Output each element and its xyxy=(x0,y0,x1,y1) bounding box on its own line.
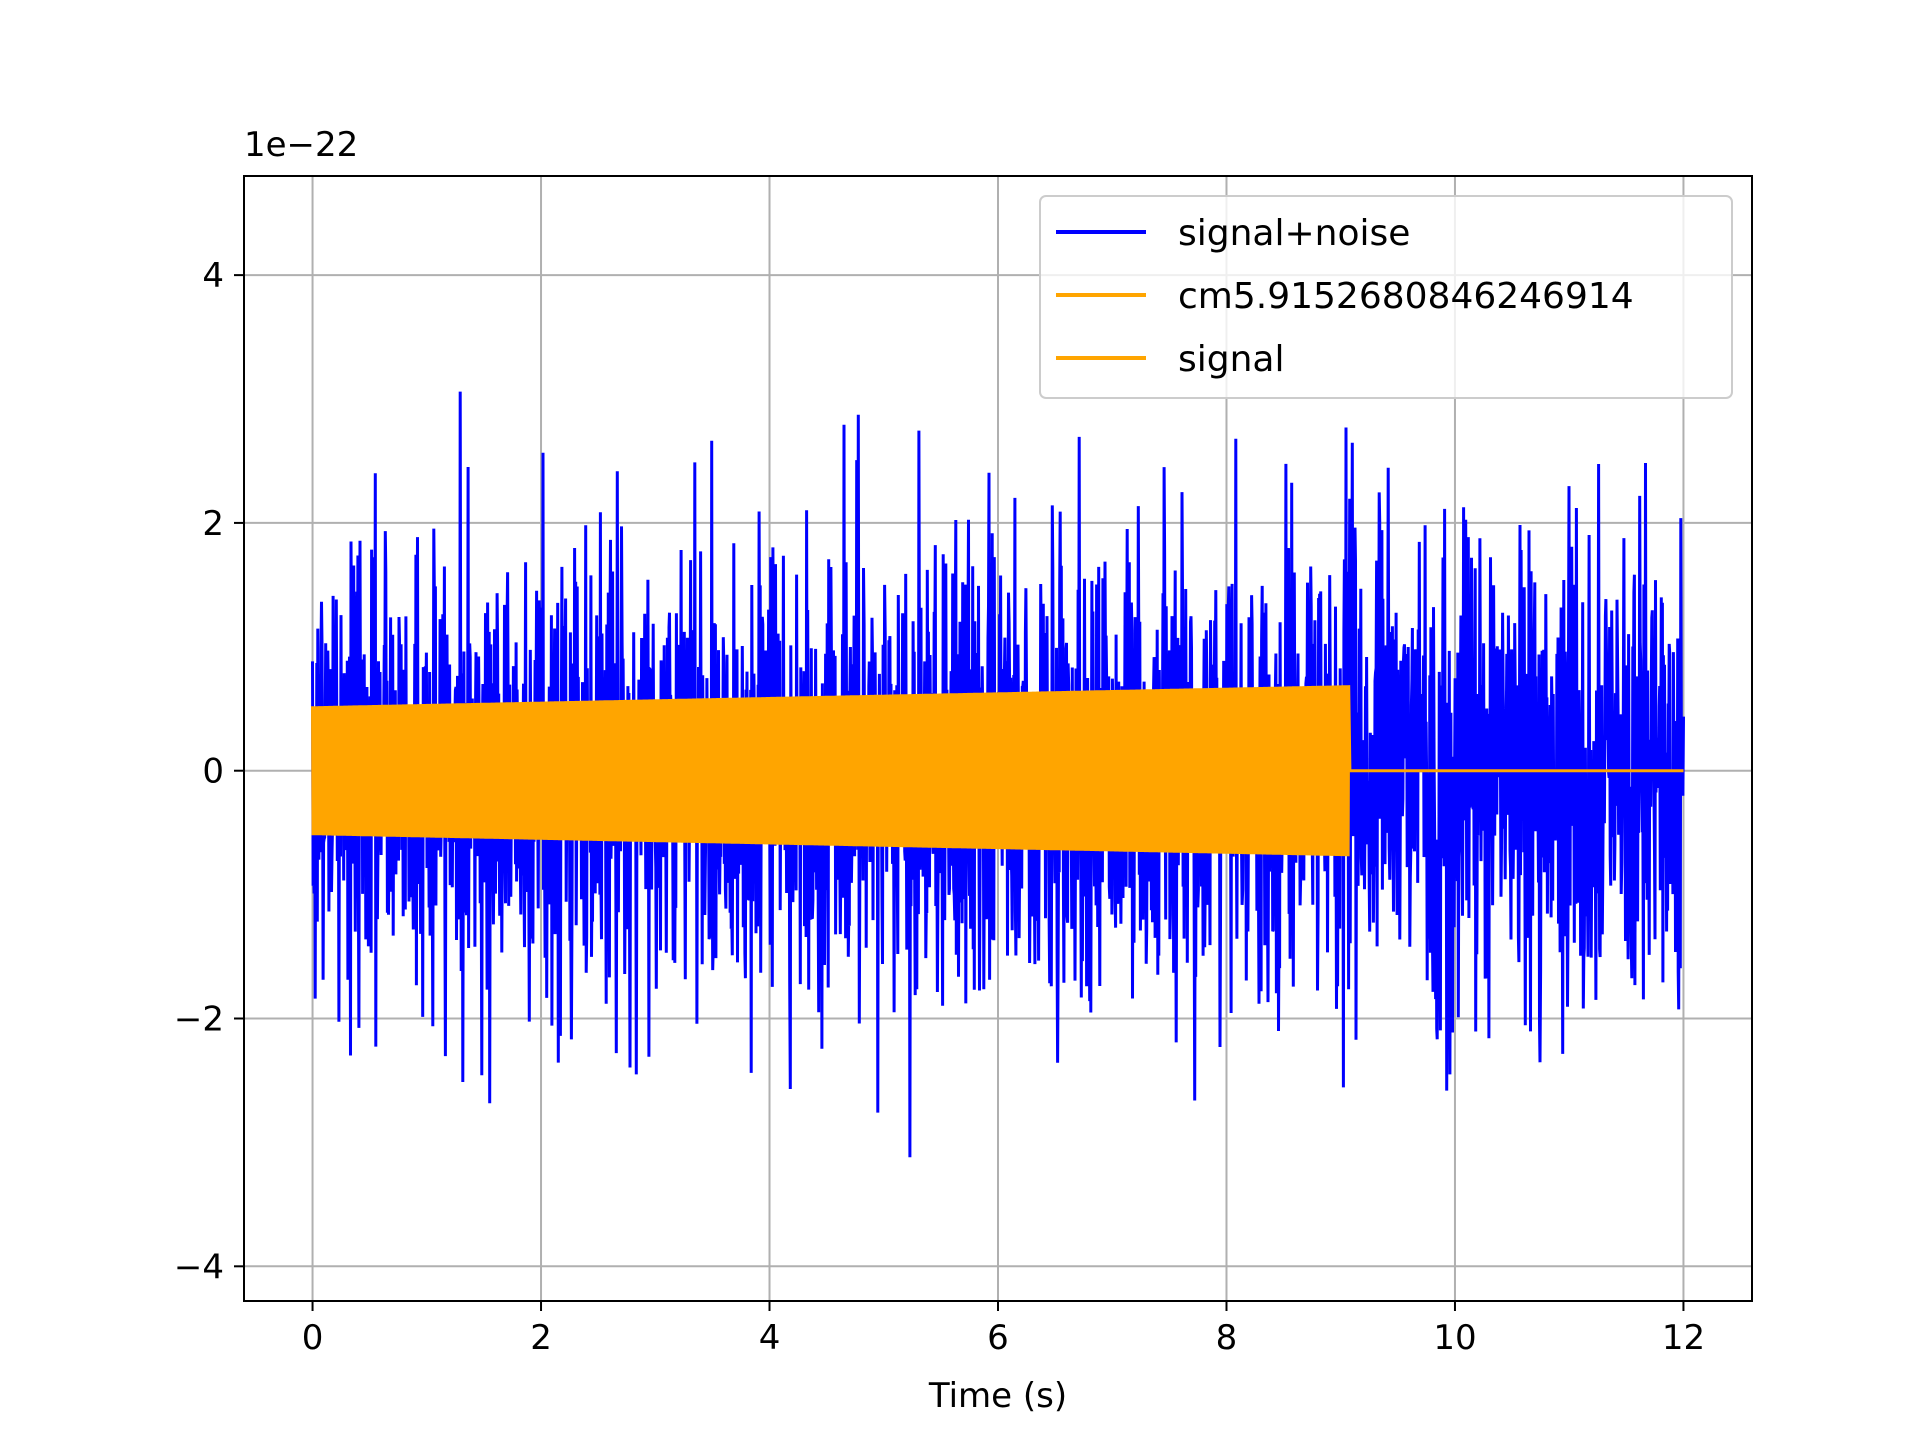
y-tick-label: 2 xyxy=(202,504,224,544)
x-tick-label: 10 xyxy=(1433,1318,1476,1358)
y-offset-label: 1e−22 xyxy=(244,125,358,165)
y-tick-label: 4 xyxy=(202,256,224,296)
x-axis: 0 2 4 6 8 10 12 xyxy=(302,1301,1705,1358)
legend-label: signal+noise xyxy=(1178,213,1410,254)
legend-label: signal xyxy=(1178,339,1285,380)
x-tick-label: 4 xyxy=(759,1318,781,1358)
x-tick-label: 6 xyxy=(987,1318,1009,1358)
x-axis-label: Time (s) xyxy=(928,1376,1067,1416)
y-tick-label: −2 xyxy=(174,1000,224,1040)
x-tick-label: 0 xyxy=(302,1318,324,1358)
legend-box xyxy=(1039,195,1733,399)
legend: signal+noise cm5.9152680846246914 signal xyxy=(1039,195,1733,399)
x-tick-label: 12 xyxy=(1662,1318,1705,1358)
y-tick-label: −4 xyxy=(174,1247,224,1287)
y-axis: −4 −2 0 2 4 xyxy=(174,256,244,1287)
x-tick-label: 2 xyxy=(530,1318,552,1358)
series-layer xyxy=(311,391,1685,1158)
x-tick-label: 8 xyxy=(1216,1318,1238,1358)
series-signal-line xyxy=(311,685,1684,857)
y-tick-label: 0 xyxy=(202,752,224,792)
legend-label: cm5.9152680846246914 xyxy=(1178,276,1634,317)
